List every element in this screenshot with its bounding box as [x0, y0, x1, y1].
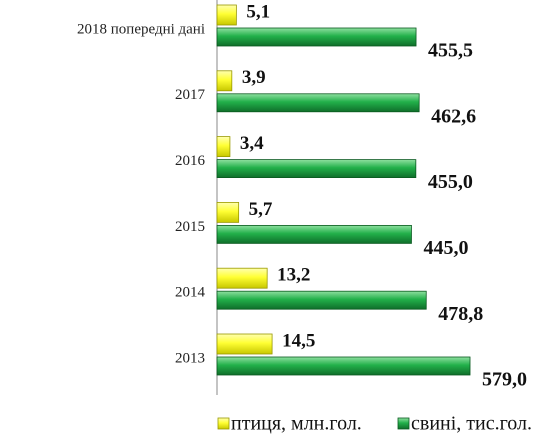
value-label: 13,2 [277, 265, 310, 286]
value-label: 462,6 [431, 105, 476, 127]
legend-label: птиця, млн.гол. [231, 413, 362, 435]
category-label: 2017 [175, 87, 206, 103]
legend-swatch [217, 417, 230, 430]
bar [216, 159, 417, 179]
category-label: 2013 [175, 350, 205, 366]
bar [216, 4, 237, 26]
bar [216, 70, 233, 92]
value-label: 455,5 [428, 40, 473, 62]
value-label: 3,9 [242, 67, 266, 88]
bar [216, 290, 427, 310]
value-label: 455,0 [428, 171, 473, 193]
bar [216, 267, 268, 289]
category-label: 2014 [175, 285, 206, 301]
bar [216, 333, 273, 355]
bar [216, 356, 471, 376]
value-label: 3,4 [240, 133, 264, 154]
value-label: 579,0 [482, 369, 527, 391]
legend-swatch [397, 417, 410, 430]
value-label: 5,7 [249, 199, 273, 220]
legend-label: свині, тис.гол. [411, 413, 532, 435]
bar [216, 201, 240, 223]
category-label: 2018 попередні дані [77, 21, 205, 37]
bar [216, 136, 231, 158]
category-label: 2015 [175, 219, 205, 235]
bar [216, 27, 417, 47]
value-label: 14,5 [282, 330, 315, 351]
value-label: 445,0 [423, 237, 468, 259]
value-label: 5,1 [246, 1, 270, 22]
bar [216, 93, 420, 113]
bar [216, 224, 412, 244]
category-label: 2016 [175, 153, 206, 169]
value-label: 478,8 [438, 303, 483, 325]
